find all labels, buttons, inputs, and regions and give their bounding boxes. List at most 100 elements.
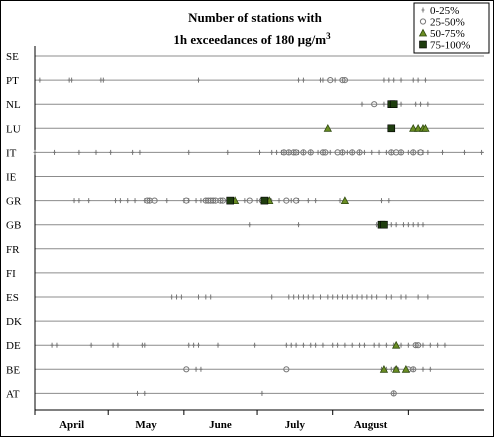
point-plus-es-109 [204,294,208,300]
y-label-fr: FR [6,244,20,256]
point-square-gr-4 [260,196,269,205]
point-plus-es-112 [287,294,291,300]
legend-label-square: 75-100% [430,40,470,52]
point-plus-nl-22 [414,101,418,107]
point-plus-pt-7 [301,77,305,83]
legend-marker-circle [419,18,427,25]
point-plus-at-183 [260,390,264,396]
point-plus-gr-78 [199,198,203,204]
point-circle-at-45 [390,390,397,397]
point-plus-it-30 [131,149,135,155]
point-plus-pt-15 [411,77,415,83]
point-plus-it-53 [377,149,381,155]
point-plus-es-131 [389,294,393,300]
point-plus-de-171 [443,342,447,348]
point-plus-at-182 [143,390,147,396]
point-plus-gb-99 [394,222,398,228]
point-plus-es-126 [360,294,364,300]
point-plus-pt-4 [101,77,105,83]
point-plus-es-119 [326,294,330,300]
point-plus-pt-11 [382,77,386,83]
point-plus-pt-0 [38,77,42,83]
y-axis-labels: SE PT NL LU IT IE GR GB FR FI ES DK DE BE AT [6,51,22,400]
y-label-nl: NL [6,99,21,111]
point-plus-it-51 [362,149,366,155]
point-circle-it-20 [417,149,424,156]
point-circle-gr-36 [293,197,300,204]
point-circle-it-10 [319,149,327,156]
point-plus-gr-91 [338,198,342,204]
point-triangle-lu-1 [409,123,418,132]
y-label-gb: GB [6,220,21,232]
point-plus-it-27 [77,149,81,155]
point-plus-it-49 [350,149,354,155]
point-plus-it-47 [340,149,344,155]
point-triangle-de-8 [391,340,401,349]
point-plus-de-159 [358,342,362,348]
title-prefix: 1h exceedances of 180 [173,32,297,47]
point-plus-es-116 [306,294,310,300]
point-plus-de-143 [187,342,191,348]
point-plus-be-173 [199,366,203,372]
point-plus-de-137 [55,342,59,348]
point-plus-pt-12 [387,77,391,83]
point-plus-it-34 [258,149,261,155]
point-plus-gb-104 [421,222,425,228]
point-plus-it-33 [226,149,230,155]
point-square-gb-6 [380,220,388,229]
y-label-se: SE [6,51,19,63]
point-plus-it-39 [287,149,291,155]
legend-marker-triangle [418,28,428,37]
x-label-april: April [59,419,84,431]
point-circle-nl-3 [371,101,378,108]
point-triangle-lu-0 [323,123,332,132]
point-circle-gr-23 [151,197,158,204]
point-circle-de-38 [412,342,419,349]
point-circle-gr-32 [246,197,253,204]
y-label-be: BE [6,364,20,376]
point-plus-gr-71 [133,198,137,204]
point-plus-gr-89 [306,198,310,204]
point-circle-it-6 [290,149,297,156]
point-plus-es-122 [340,294,344,300]
point-plus-de-142 [143,342,147,348]
point-plus-es-117 [311,294,315,300]
legend-marker-plus [421,7,425,13]
point-plus-de-163 [384,342,388,348]
point-plus-es-113 [292,294,296,300]
point-plus-pt-13 [392,77,396,83]
point-plus-it-44 [316,149,320,155]
point-plus-it-26 [53,149,57,155]
point-plus-de-147 [253,342,257,348]
y-label-de: DE [6,340,21,352]
point-triangle-be-10 [391,364,401,373]
point-plus-de-149 [289,342,293,348]
y-label-es: ES [6,292,19,304]
point-circle-de-39 [415,342,422,349]
point-plus-it-63 [462,149,466,155]
point-plus-gb-103 [416,222,420,228]
point-circle-be-40 [183,366,190,373]
point-plus-it-57 [406,149,410,155]
point-plus-de-152 [309,342,313,348]
point-plus-it-36 [275,149,279,155]
point-plus-es-127 [365,294,369,300]
point-plus-be-176 [389,366,393,372]
point-plus-it-50 [358,149,362,155]
point-plus-de-158 [350,342,354,348]
point-plus-es-134 [416,294,420,300]
point-plus-es-110 [209,294,213,300]
grid-lines [35,55,484,394]
legend-label-circle: 25-50% [430,17,465,29]
point-plus-de-154 [321,342,325,348]
title-unit: µg/m [298,32,327,47]
point-plus-gr-86 [277,198,281,204]
point-plus-it-52 [370,149,374,155]
point-plus-gr-74 [165,198,169,204]
point-square-lu-2 [387,124,396,133]
point-plus-it-25 [33,149,37,155]
point-plus-it-55 [389,149,393,155]
point-plus-pt-9 [321,77,325,83]
point-triangle-be-9 [379,364,389,373]
